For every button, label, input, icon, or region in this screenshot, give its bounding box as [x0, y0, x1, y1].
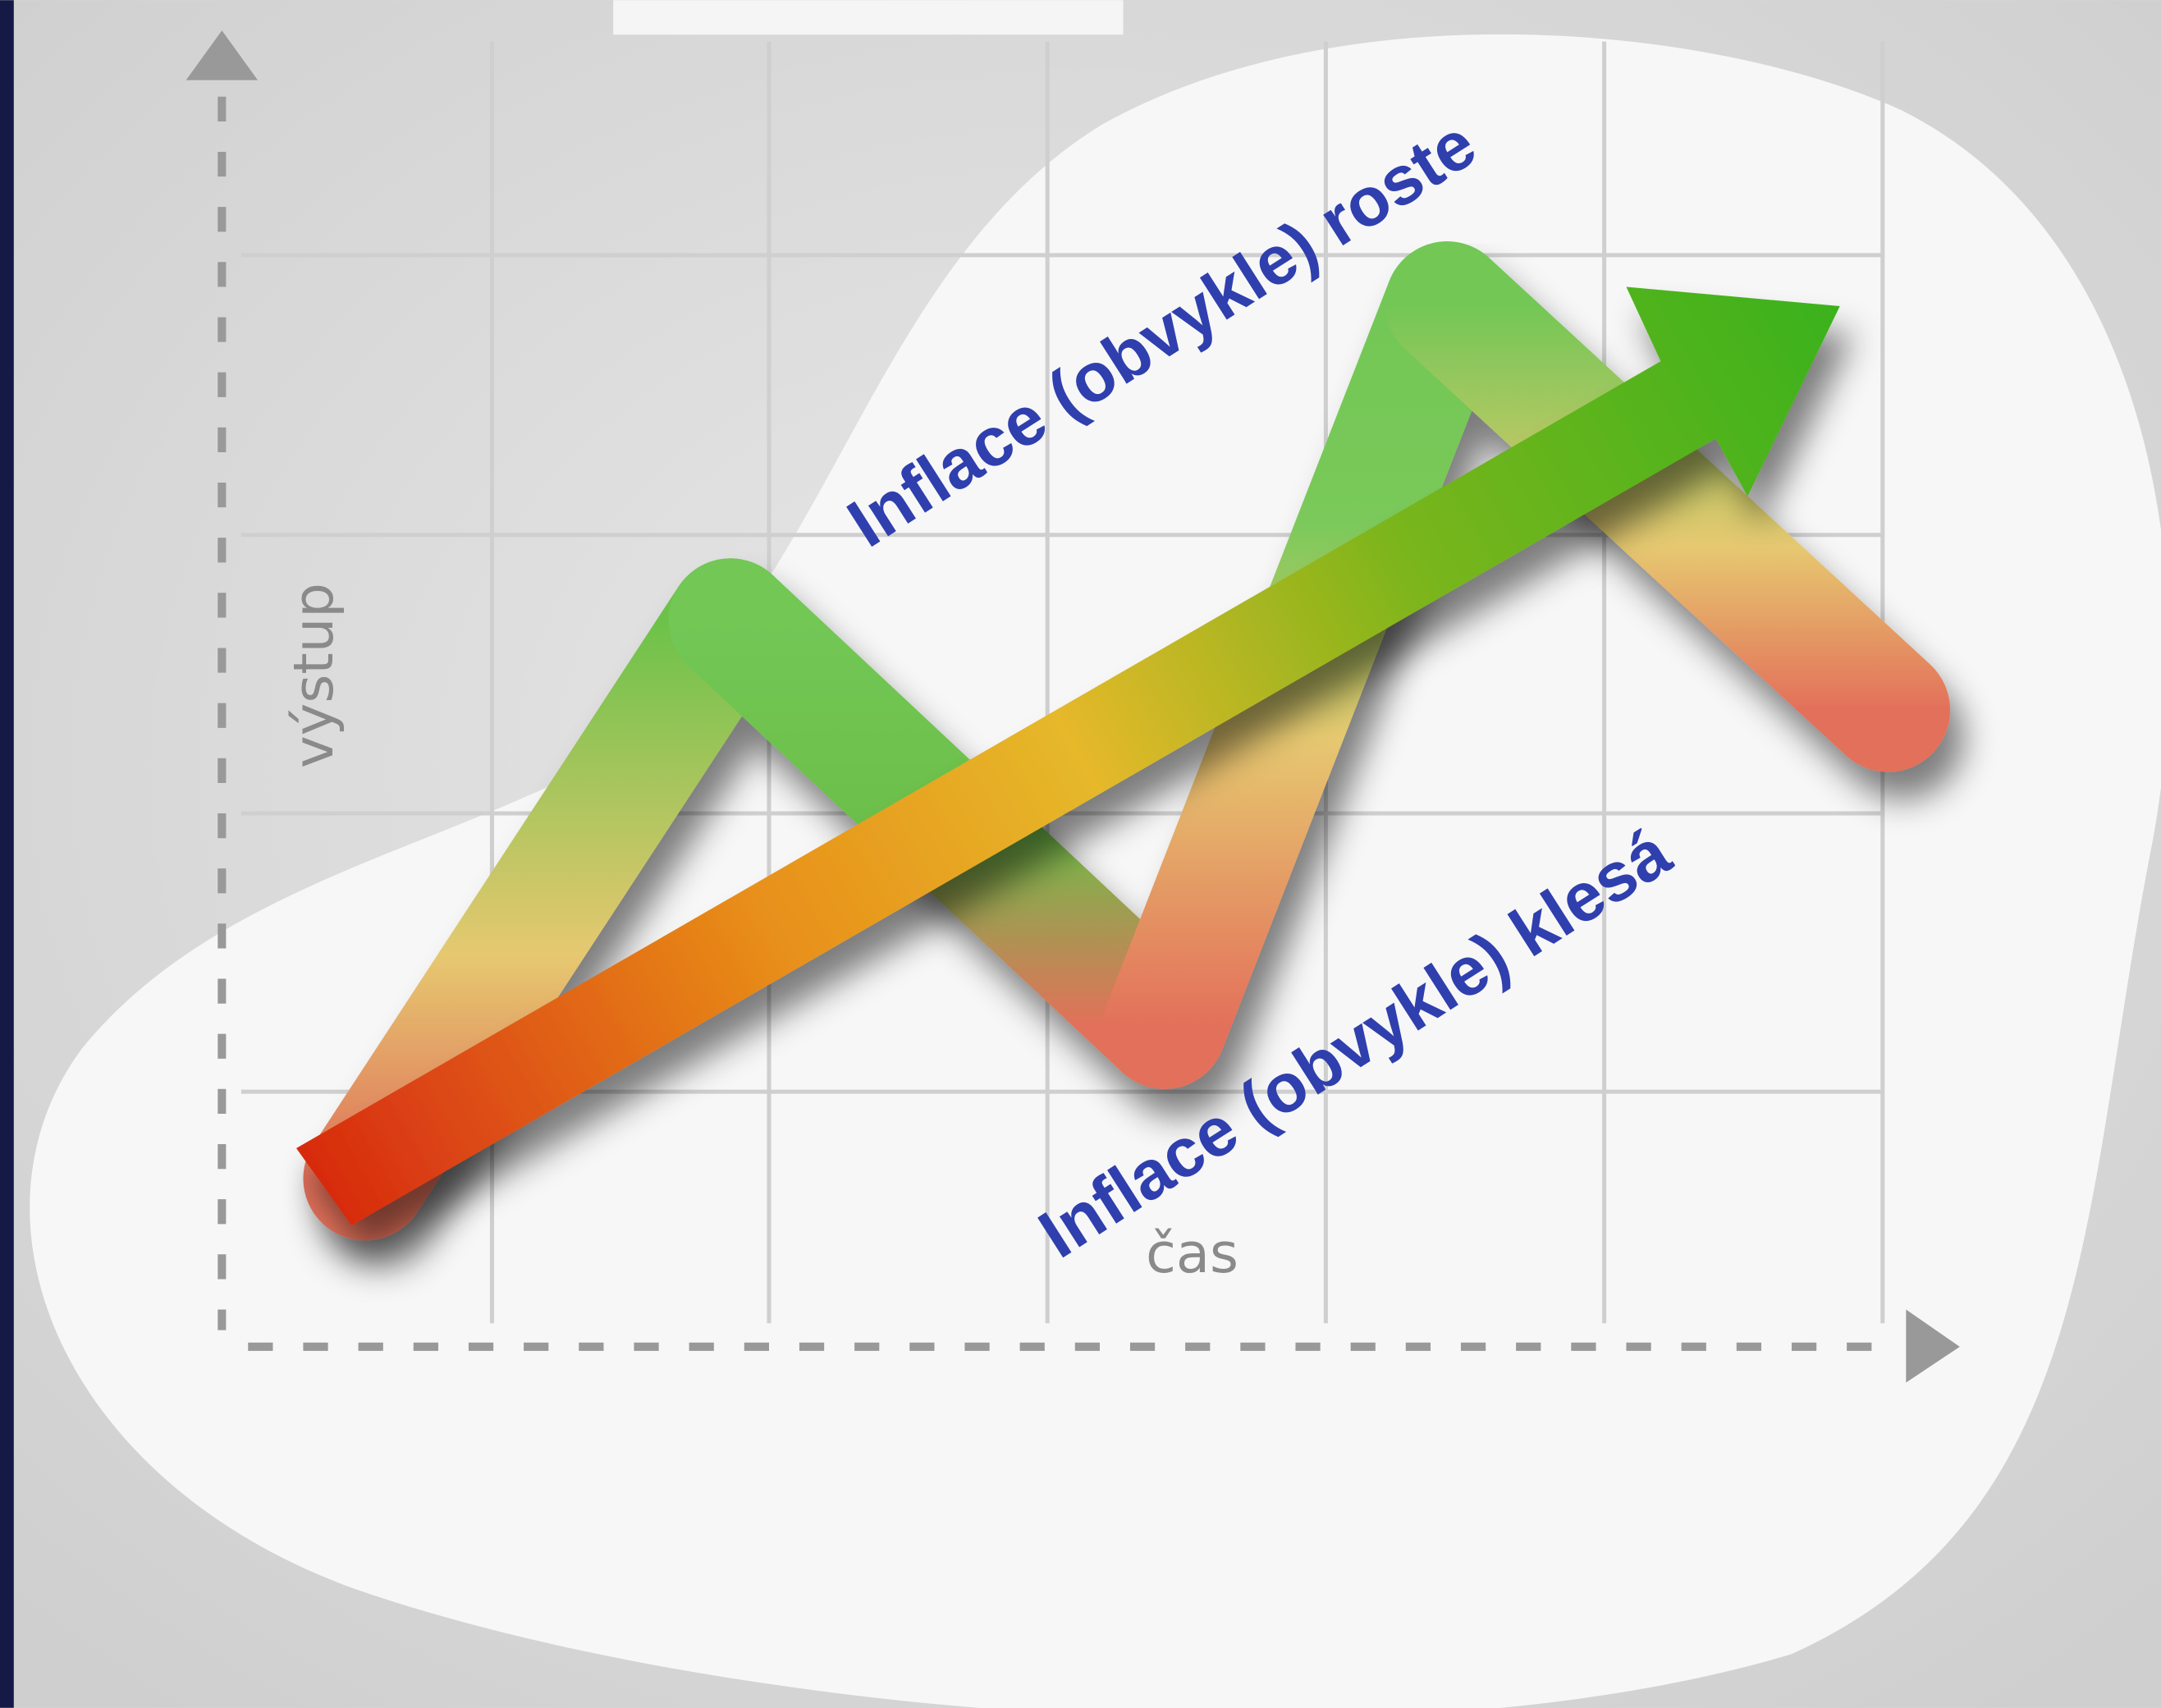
trend-arrow — [296, 286, 1840, 1226]
axes — [217, 96, 1902, 1351]
x-arrowhead — [1906, 1309, 1960, 1383]
x-axis-label: čas — [1146, 1221, 1238, 1285]
top-tab — [613, 0, 1124, 35]
y-arrowhead — [185, 30, 259, 80]
side-strip — [0, 0, 14, 1708]
y-axis-label: výstup — [282, 583, 346, 768]
